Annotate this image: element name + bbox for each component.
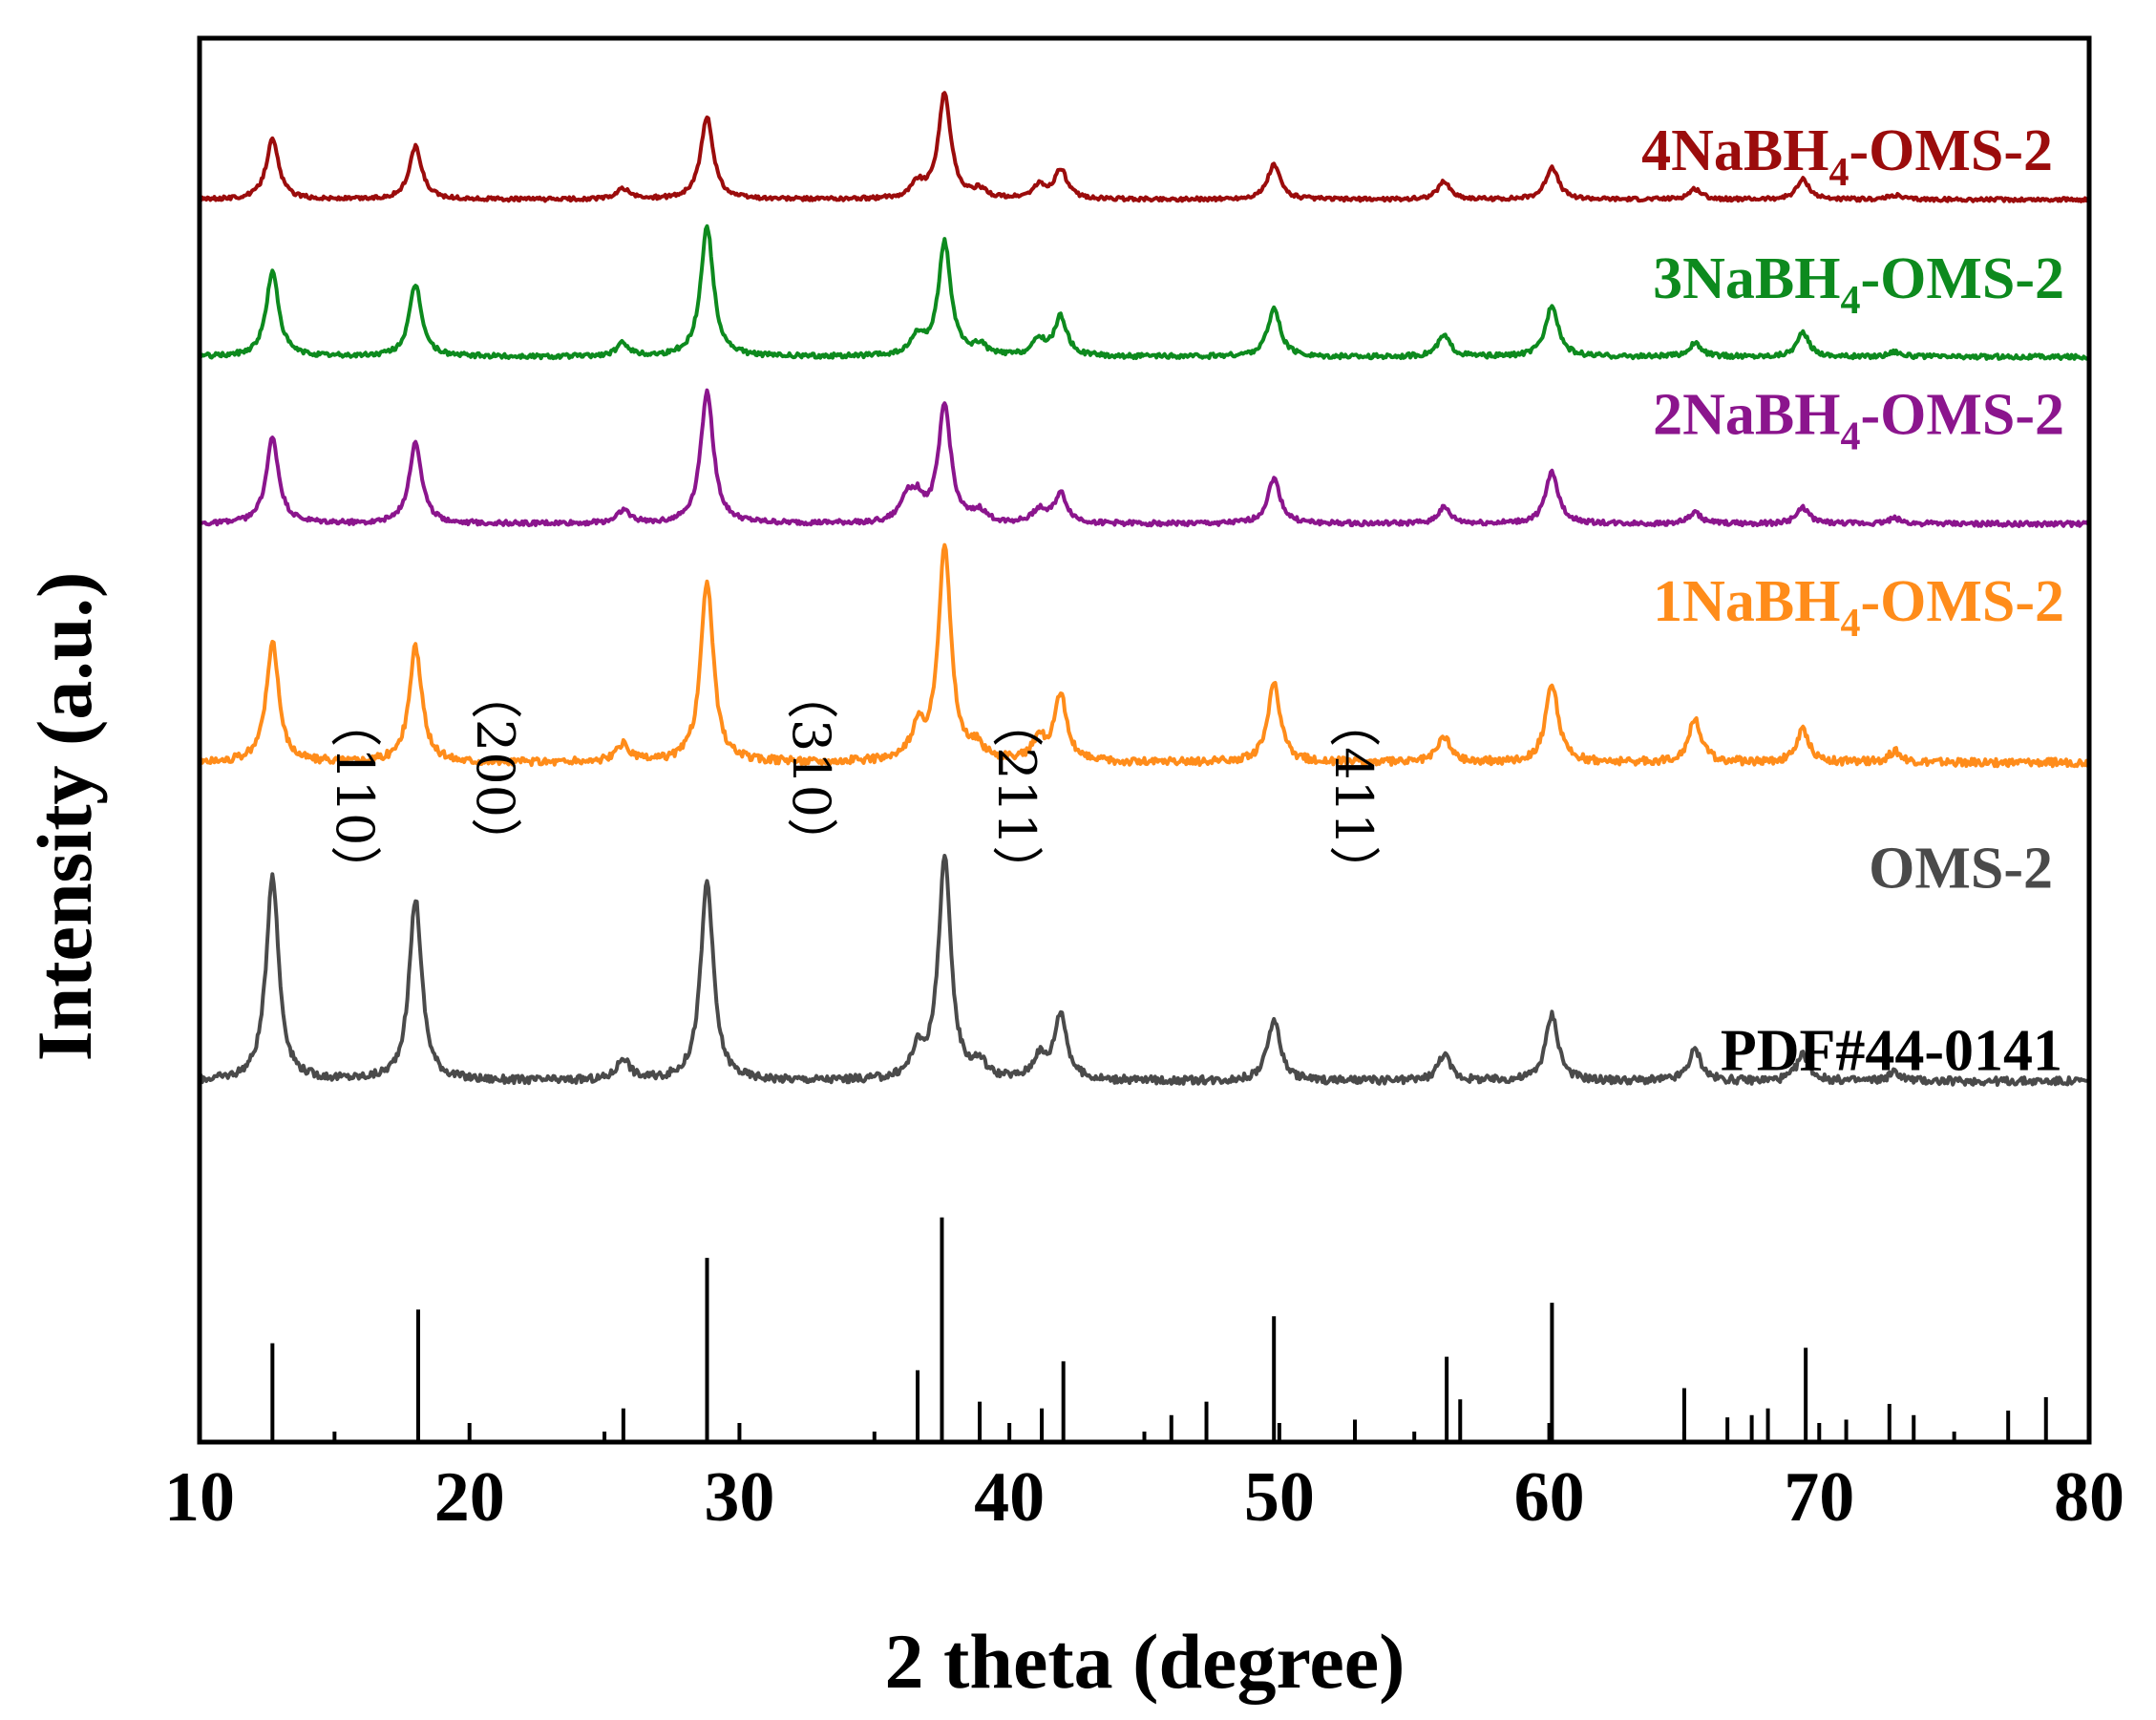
x-tick-label: 20 <box>434 1458 505 1537</box>
series-line-1nabh4-oms-2 <box>198 542 2090 769</box>
series-layer <box>198 91 2091 1087</box>
y-axis-title: Intensity (a.u.) <box>21 572 108 1062</box>
series-label: 3NaBH4-OMS-2 <box>1653 246 2064 323</box>
reference-pattern <box>270 1217 2048 1442</box>
hkl-annotations: （110） （200） （310） （211） （411） <box>325 668 1384 897</box>
hkl-label: （200） <box>465 668 525 869</box>
hkl-label: （310） <box>781 668 841 869</box>
x-tick-label: 30 <box>704 1458 774 1537</box>
series-line-2nabh4-oms-2 <box>198 388 2090 528</box>
series-label: 1NaBH4-OMS-2 <box>1653 569 2064 646</box>
reference-label: PDF#44-0141 <box>1721 1018 2062 1083</box>
x-axis-ticks: 10 20 30 40 50 60 70 80 <box>164 1423 2124 1537</box>
hkl-label: （411） <box>1323 695 1384 897</box>
series-label: 2NaBH4-OMS-2 <box>1653 383 2064 459</box>
x-tick-label: 10 <box>164 1458 235 1537</box>
x-tick-label: 60 <box>1514 1458 1585 1537</box>
series-line-3nabh4-oms-2 <box>198 223 2090 361</box>
series-label: OMS-2 <box>1869 836 2053 901</box>
series-labels: 4NaBH4-OMS-2 3NaBH4-OMS-2 2NaBH4-OMS-2 1NaB… <box>1641 118 2064 1083</box>
x-tick-label: 80 <box>2054 1458 2124 1537</box>
series-line-4nabh4-oms-2 <box>198 91 2090 203</box>
hkl-label: （211） <box>986 695 1046 897</box>
x-tick-label: 50 <box>1244 1458 1315 1537</box>
series-line-oms-2 <box>198 854 2091 1087</box>
x-axis-title: 2 theta (degree) <box>885 1618 1406 1705</box>
hkl-label: （110） <box>325 695 385 897</box>
series-label: 4NaBH4-OMS-2 <box>1641 118 2053 195</box>
x-tick-label: 40 <box>974 1458 1045 1537</box>
x-tick-label: 70 <box>1784 1458 1854 1537</box>
